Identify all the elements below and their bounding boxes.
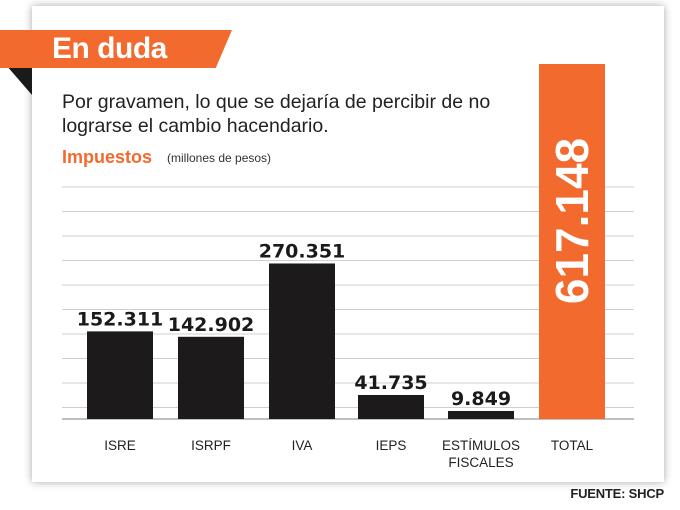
bar-value-label: 142.902 [168, 314, 255, 336]
category-label: IVA [292, 438, 313, 453]
banner-title: En duda [52, 32, 167, 65]
title-banner [0, 30, 232, 68]
tax-label: Impuestos [62, 147, 153, 167]
category-label: TOTAL [551, 438, 594, 453]
bar [87, 331, 153, 419]
bar-value-label: 9.849 [451, 388, 511, 410]
category-label: ISRPF [191, 438, 231, 453]
category-label: IEPS [376, 438, 407, 453]
bar [448, 411, 514, 419]
bar-value-label: 152.311 [77, 308, 164, 330]
category-label: ESTÍMULOS [442, 438, 520, 453]
bar [178, 336, 244, 419]
category-label: FISCALES [448, 455, 513, 470]
bar [269, 263, 335, 419]
banner-fold [6, 65, 32, 95]
bar [539, 64, 605, 419]
bar-value-label: 270.351 [259, 240, 346, 262]
source-note: FUENTE: SHCP [570, 486, 664, 501]
bar-value-label: 41.735 [354, 372, 427, 394]
unit-label: (millones de pesos) [167, 151, 272, 165]
chart-subtitle: Por gravamen, lo que se dejaría de perci… [62, 91, 491, 137]
total-value-label: 617.148 [546, 138, 598, 304]
category-label: ISRE [104, 438, 136, 453]
bar [358, 394, 424, 419]
